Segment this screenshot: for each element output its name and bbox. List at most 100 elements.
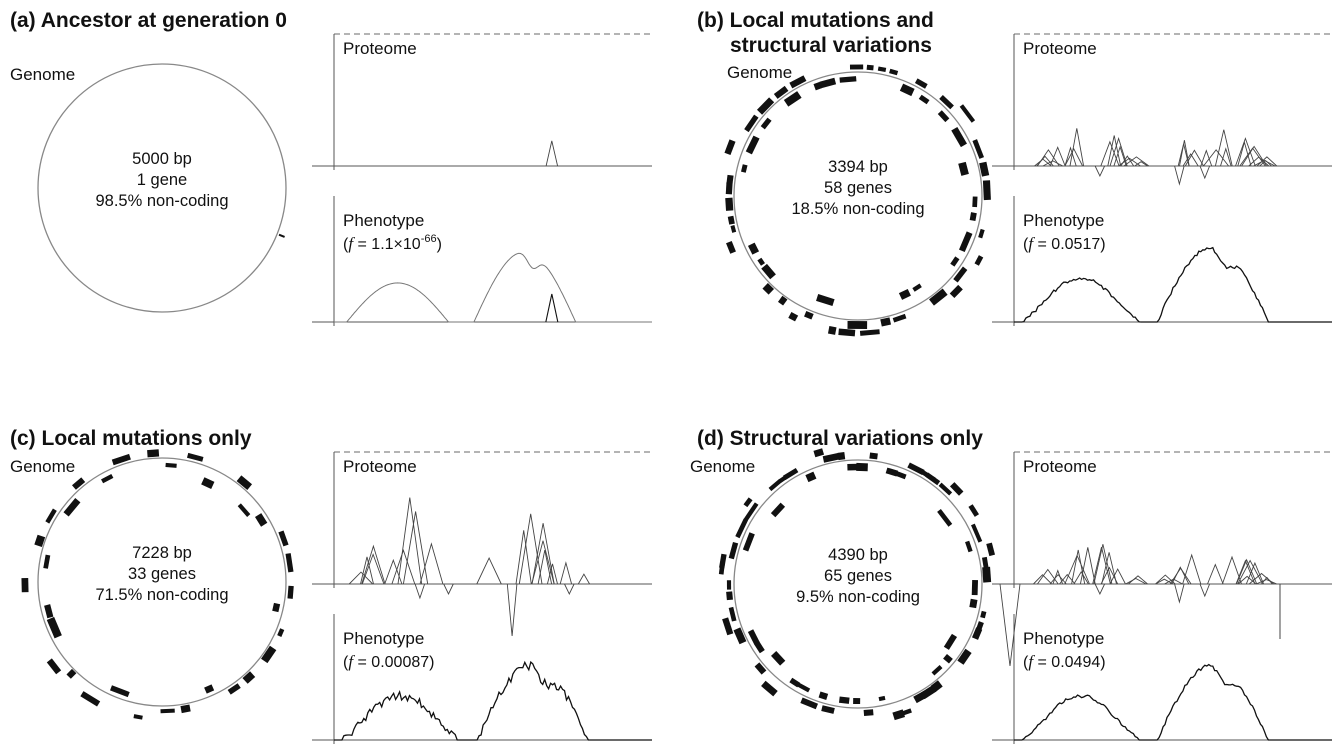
gene-mark [974, 255, 984, 266]
proteome-peak [361, 553, 385, 585]
proteome-peak [1214, 129, 1233, 167]
gene-mark [914, 78, 928, 89]
gene-mark [278, 233, 285, 238]
proteome-peak [1123, 156, 1150, 167]
gene-mark [953, 266, 968, 283]
genome-gene-count: 65 genes [824, 567, 892, 585]
gene-mark [768, 478, 782, 492]
proteome-peak [1064, 554, 1090, 585]
gene-mark [982, 566, 992, 583]
gene-mark [819, 77, 837, 89]
gene-mark [839, 76, 857, 83]
gene-mark [278, 530, 289, 547]
gene-mark [742, 532, 755, 552]
gene-mark [726, 591, 733, 601]
proteome-peak [1203, 149, 1229, 167]
gene-mark [237, 503, 251, 517]
gene-mark [110, 685, 130, 698]
gene-mark [818, 691, 829, 700]
proteome-peak [1245, 561, 1265, 585]
gene-mark [971, 579, 979, 596]
gene-mark [747, 629, 760, 645]
proteome-peak [419, 542, 444, 585]
proteome-negative-peak [414, 583, 426, 600]
fitness-value: (f = 1.1×10-66) [343, 233, 442, 253]
gene-mark [719, 553, 727, 569]
gene-mark [725, 182, 733, 195]
gene-mark [949, 482, 964, 496]
genome-gene-count: 33 genes [128, 565, 196, 583]
gene-mark [899, 83, 915, 97]
proteome-peak [545, 140, 559, 167]
proteome-peak [1255, 579, 1277, 585]
gene-mark [80, 691, 101, 707]
gene-mark [969, 598, 978, 609]
gene-mark [937, 110, 950, 123]
genome-circle [733, 459, 983, 709]
gene-mark [756, 97, 775, 115]
gene-mark [804, 310, 814, 320]
gene-mark [133, 714, 143, 720]
gene-mark [261, 645, 277, 664]
proteome-peak [1100, 140, 1120, 167]
gene-mark [760, 117, 772, 130]
proteome-peak [1253, 159, 1276, 167]
proteome-peak [1109, 136, 1128, 167]
genome-circle [37, 457, 287, 707]
panel-d: (d) Structural variations only Genome 4390… [690, 427, 1332, 744]
gene-mark [943, 653, 953, 664]
gene-mark [242, 671, 256, 684]
gene-mark [949, 284, 963, 299]
proteome-peak [1236, 558, 1258, 585]
gene-mark [227, 683, 241, 695]
gene-mark [757, 257, 765, 266]
proteome-peak [1241, 145, 1267, 167]
gene-mark [254, 513, 268, 527]
gene-mark [180, 704, 191, 714]
gene-mark [813, 81, 822, 91]
proteome-peak [1179, 140, 1190, 167]
proteome-peak [1200, 149, 1213, 167]
gene-mark [866, 64, 874, 71]
genome-size: 5000 bp [132, 150, 192, 168]
gene-mark [950, 256, 960, 267]
gene-mark [951, 127, 967, 148]
gene-mark [805, 471, 817, 483]
proteome-negative-peak [1094, 165, 1106, 178]
gene-mark [782, 467, 799, 480]
genome-noncoding: 98.5% non-coding [95, 192, 228, 210]
gene-mark [762, 283, 775, 295]
panel-title: (d) Structural variations only [697, 427, 983, 450]
genome-noncoding: 71.5% non-coding [95, 586, 228, 604]
proteome-peak [1107, 135, 1122, 167]
phenotype-curve [334, 660, 652, 741]
gene-mark [931, 664, 943, 676]
phenotype-curve [1014, 246, 1332, 323]
proteome-peak [361, 544, 386, 585]
gene-mark [236, 475, 253, 490]
gene-mark [898, 288, 911, 300]
proteome-peak [1237, 140, 1252, 167]
gene-mark [722, 617, 734, 636]
gene-mark [892, 709, 906, 721]
proteome-negative-peak [1199, 583, 1211, 598]
gene-mark [982, 180, 991, 201]
proteome-negative-peak [1199, 165, 1211, 180]
gene-mark [849, 64, 864, 70]
gene-mark [889, 68, 899, 76]
proteome-peak [384, 558, 403, 585]
gene-mark [877, 66, 887, 73]
gene-mark [34, 534, 46, 548]
proteome-peak [1049, 574, 1067, 585]
proteome-peak [1120, 155, 1135, 167]
proteome-negative-peak [1174, 165, 1185, 186]
gene-mark [880, 317, 892, 327]
fitness-value: (f = 0.0517) [1023, 234, 1106, 253]
proteome-peak [1164, 578, 1183, 585]
gene-mark [726, 174, 734, 185]
gene-mark [754, 641, 765, 654]
proteome-peak [1171, 566, 1190, 585]
gene-mark [979, 161, 990, 177]
